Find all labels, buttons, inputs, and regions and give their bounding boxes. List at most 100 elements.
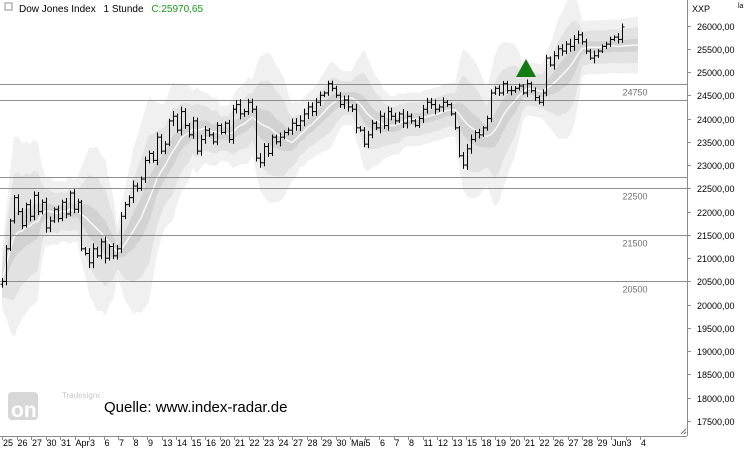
price-bar bbox=[103, 236, 108, 264]
collapse-box-icon[interactable] bbox=[4, 2, 13, 11]
price-bar bbox=[72, 189, 77, 214]
price-bar bbox=[469, 134, 474, 154]
inner-band bbox=[2, 38, 638, 288]
x-tick-label: 20 bbox=[221, 438, 231, 448]
price-bar bbox=[20, 207, 25, 230]
price-bar bbox=[544, 54, 549, 97]
x-tick-label: 24 bbox=[279, 438, 289, 448]
price-bar bbox=[405, 111, 410, 129]
price-bar bbox=[254, 105, 259, 162]
x-tick-label: 15 bbox=[192, 438, 202, 448]
watermark-logo-small: Tradesignal bbox=[62, 391, 104, 400]
x-tick-label: 3 bbox=[627, 438, 632, 448]
price-bar bbox=[533, 87, 538, 101]
price-bar bbox=[584, 38, 589, 55]
price-bar bbox=[497, 85, 502, 97]
x-tick-label: 3 bbox=[90, 438, 95, 448]
close-price-label: C:25970,65 bbox=[151, 4, 203, 15]
price-bar bbox=[258, 153, 263, 168]
price-bar bbox=[576, 30, 581, 44]
price-bar bbox=[87, 248, 92, 269]
price-bar bbox=[191, 116, 196, 139]
y-tick-label: 17500,00 bbox=[697, 417, 735, 427]
price-bar bbox=[310, 102, 315, 117]
support-resistance-levels: 24750 22500 21500 20500 bbox=[0, 84, 687, 295]
price-bar bbox=[123, 201, 128, 220]
y-tick-label: 19500,00 bbox=[697, 324, 735, 334]
price-bar bbox=[592, 50, 597, 64]
price-bar bbox=[131, 180, 136, 204]
price-bar bbox=[250, 98, 255, 113]
price-bar bbox=[342, 95, 347, 109]
price-bar bbox=[334, 85, 339, 98]
price-bar bbox=[36, 192, 41, 215]
price-bar bbox=[115, 245, 120, 260]
price-bar bbox=[203, 125, 208, 144]
price-bar bbox=[24, 202, 29, 228]
x-tick-label: 25 bbox=[3, 438, 13, 448]
price-bar bbox=[604, 41, 609, 49]
price-bar bbox=[223, 121, 228, 135]
price-bar bbox=[330, 80, 335, 92]
price-bar bbox=[417, 116, 422, 128]
price-bar bbox=[389, 107, 394, 121]
price-bar bbox=[453, 111, 458, 130]
y-tick-label: 25000,00 bbox=[697, 68, 735, 78]
x-tick-label: 20 bbox=[511, 438, 521, 448]
price-bar bbox=[346, 95, 351, 112]
x-tick-label: 6 bbox=[380, 438, 385, 448]
price-bar bbox=[338, 92, 343, 108]
price-bar bbox=[0, 277, 5, 288]
price-bar bbox=[159, 134, 164, 155]
source-text: Quelle: www.index-radar.de bbox=[104, 399, 287, 416]
x-tick-label: 16 bbox=[206, 438, 216, 448]
price-bar bbox=[151, 151, 156, 163]
price-bar bbox=[28, 199, 33, 222]
price-bar bbox=[437, 104, 442, 112]
price-bar bbox=[274, 134, 279, 145]
price-bar bbox=[501, 81, 506, 96]
price-bar bbox=[537, 95, 542, 105]
price-bar bbox=[282, 130, 287, 140]
x-tick-label: 22 bbox=[540, 438, 550, 448]
x-tick-label: 21 bbox=[525, 438, 535, 448]
price-bar bbox=[374, 121, 379, 130]
price-bar bbox=[95, 246, 100, 258]
x-tick-label: 8 bbox=[409, 438, 414, 448]
price-bar bbox=[425, 97, 430, 114]
time-axis: 25 26 27 30 31 Apr 3 6 7 8 9 13 14 15 16 20 21 22 23 24 27 28… bbox=[2, 436, 646, 448]
y-tick-label: 20000,00 bbox=[697, 301, 735, 311]
price-bar bbox=[382, 112, 387, 129]
price-bar bbox=[429, 98, 434, 109]
price-bar bbox=[608, 36, 613, 47]
x-tick-label: 18 bbox=[482, 438, 492, 448]
price-bar bbox=[378, 110, 383, 134]
x-tick-label: 13 bbox=[163, 438, 173, 448]
price-bar bbox=[147, 150, 152, 164]
y-tick-label: 22500,00 bbox=[697, 184, 735, 194]
price-bar bbox=[143, 156, 148, 183]
x-tick-label: 29 bbox=[322, 438, 332, 448]
price-bar bbox=[155, 132, 160, 166]
price-bar bbox=[409, 113, 414, 124]
price-bar bbox=[167, 118, 172, 147]
price-bar bbox=[326, 80, 331, 96]
price-bar bbox=[290, 118, 295, 135]
price-bar bbox=[354, 103, 359, 134]
price-bar bbox=[568, 38, 573, 52]
price-bar bbox=[366, 130, 371, 149]
x-tick-label: 28 bbox=[583, 438, 593, 448]
price-bar bbox=[449, 102, 454, 116]
x-tick-label: 14 bbox=[177, 438, 187, 448]
resize-corner-icon[interactable] bbox=[680, 428, 687, 435]
watermark-logo-box bbox=[8, 392, 38, 420]
y-tick-label: 23500,00 bbox=[697, 138, 735, 148]
price-bar bbox=[509, 85, 514, 96]
price-bar bbox=[68, 190, 73, 217]
price-bar bbox=[481, 125, 486, 137]
price-bar bbox=[266, 143, 271, 157]
price-bar bbox=[175, 113, 180, 133]
x-tick-label: 21 bbox=[235, 438, 245, 448]
price-bar bbox=[322, 91, 327, 98]
